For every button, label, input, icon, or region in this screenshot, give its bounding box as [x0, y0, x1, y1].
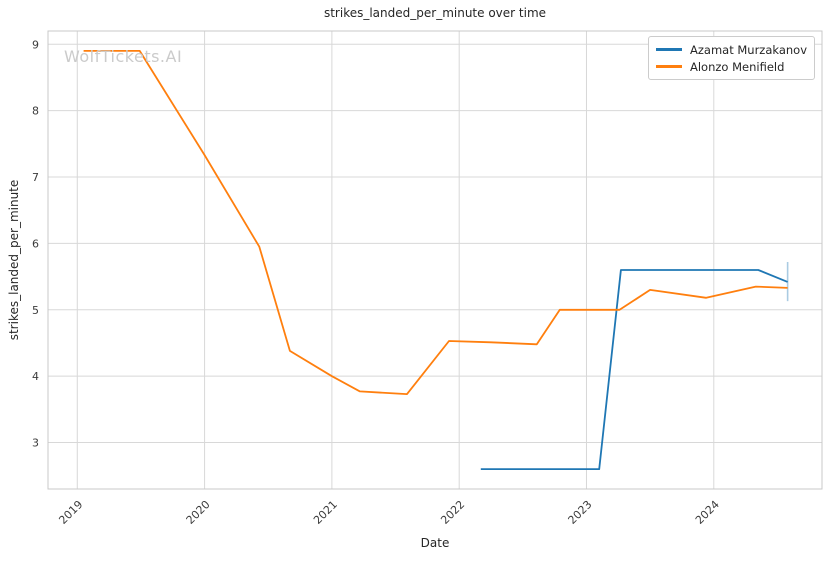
legend-line-swatch-blue	[656, 48, 682, 51]
plot-frame	[47, 30, 823, 490]
y-tick-label: 6	[32, 237, 39, 250]
x-tick-label: 2019	[56, 498, 85, 527]
y-tick-label: 5	[32, 304, 39, 317]
chart-title: strikes_landed_per_minute over time	[323, 6, 547, 20]
legend-item-azamat-murzakanov: Azamat Murzakanov	[656, 41, 808, 58]
y-tick-label: 9	[32, 38, 39, 51]
legend-label: Alonzo Menifield	[690, 59, 785, 74]
x-tick-label: 2023	[566, 498, 595, 527]
legend: Azamat Murzakanov Alonzo Menifield	[648, 36, 815, 80]
x-tick-label: 2020	[184, 498, 213, 527]
x-tick-label: 2022	[438, 498, 467, 527]
y-tick-label: 4	[32, 370, 39, 383]
watermark: WolfTickets.AI	[64, 47, 183, 66]
series-line-azamat-murzakanov	[480, 269, 788, 471]
legend-line-swatch-orange	[656, 65, 682, 68]
y-tick-label: 7	[32, 171, 39, 184]
y-tick-label: 8	[32, 105, 39, 118]
x-tick-label: 2024	[693, 498, 722, 527]
x-tick-label: 2021	[311, 498, 340, 527]
x-axis-label: Date	[420, 536, 450, 550]
legend-item-alonzo-menifield: Alonzo Menifield	[656, 58, 806, 75]
legend-label: Azamat Murzakanov	[690, 42, 808, 57]
series-line-alonzo-menifield	[83, 50, 788, 396]
y-axis-label: strikes_landed_per_minute	[7, 179, 21, 341]
y-tick-label: 3	[32, 437, 39, 450]
